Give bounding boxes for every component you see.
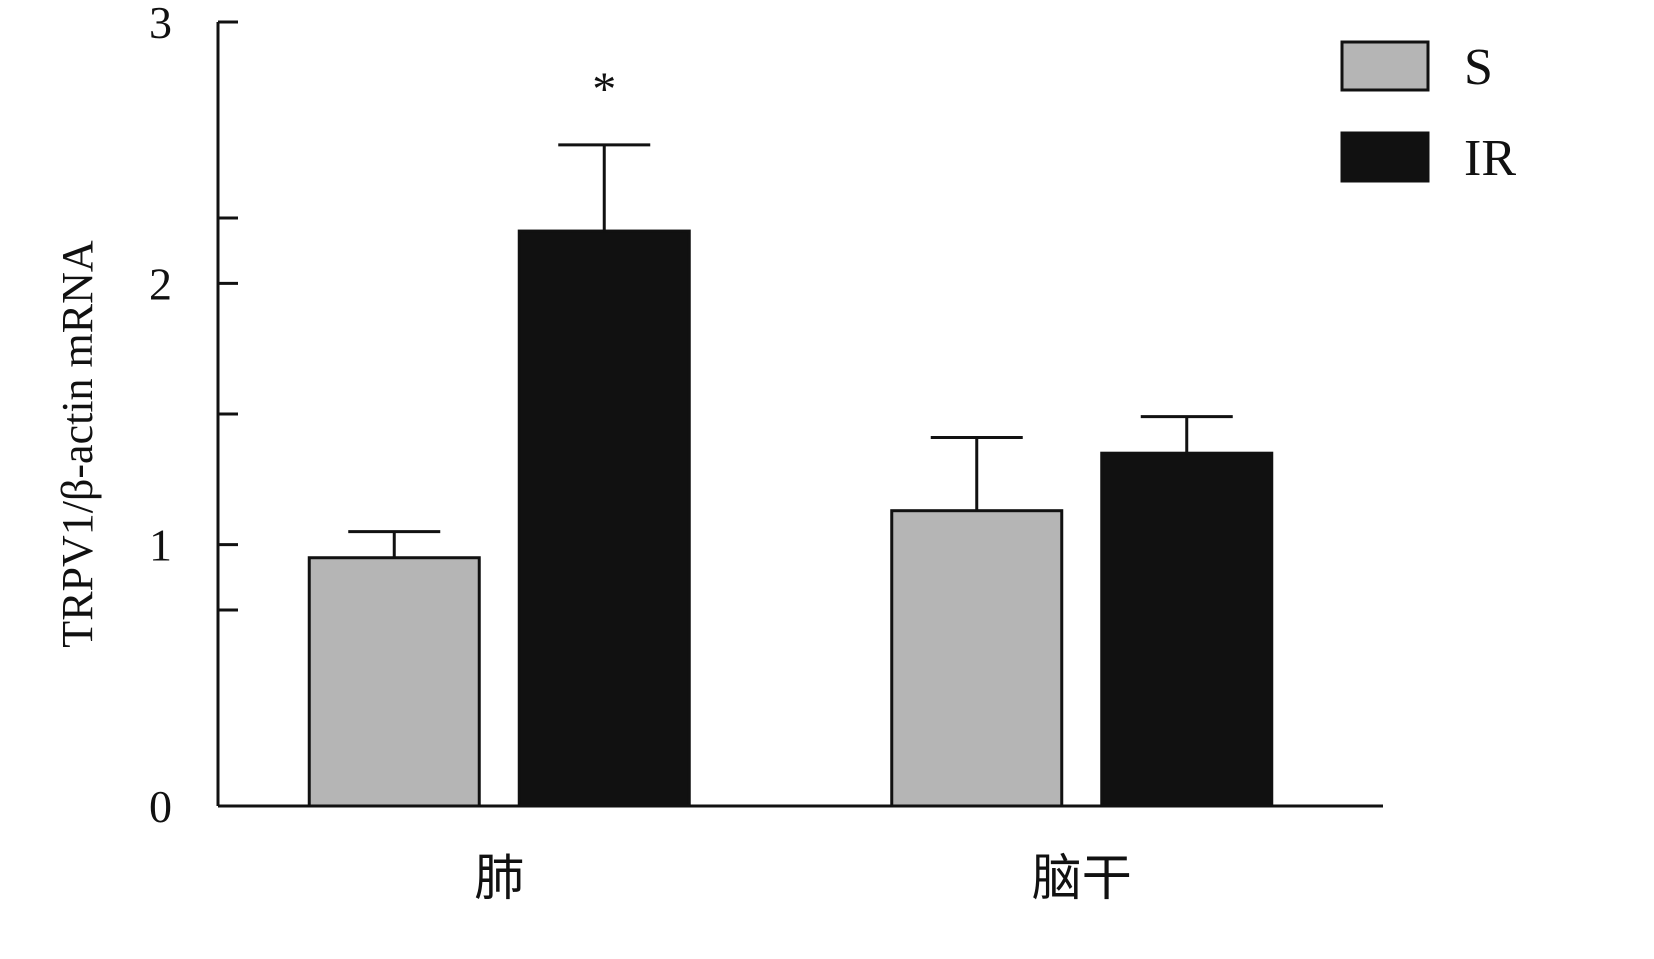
legend: S IR [1340, 39, 1516, 187]
x-tick-label: 肺 [474, 849, 524, 907]
legend-swatch-ir [1340, 131, 1430, 183]
x-tick-label: 脑干 [1032, 849, 1132, 907]
bar-ir-0 [517, 229, 691, 808]
y-tick-label: 2 [149, 258, 172, 309]
legend-label: IR [1464, 130, 1516, 187]
bar-ir-1 [1100, 451, 1274, 808]
significance-marker: * [592, 63, 616, 116]
y-tick-label: 0 [149, 781, 172, 832]
y-tick-label: 3 [149, 0, 172, 48]
y-axis-label: TRPV1/β-actin mRNA [53, 240, 102, 648]
legend-swatch-s [1340, 40, 1430, 92]
y-tick-label: 1 [149, 520, 172, 571]
bar-s-0 [307, 556, 481, 808]
bars: * [307, 63, 1274, 808]
bar-s-1 [890, 509, 1064, 808]
legend-label: S [1464, 39, 1493, 96]
